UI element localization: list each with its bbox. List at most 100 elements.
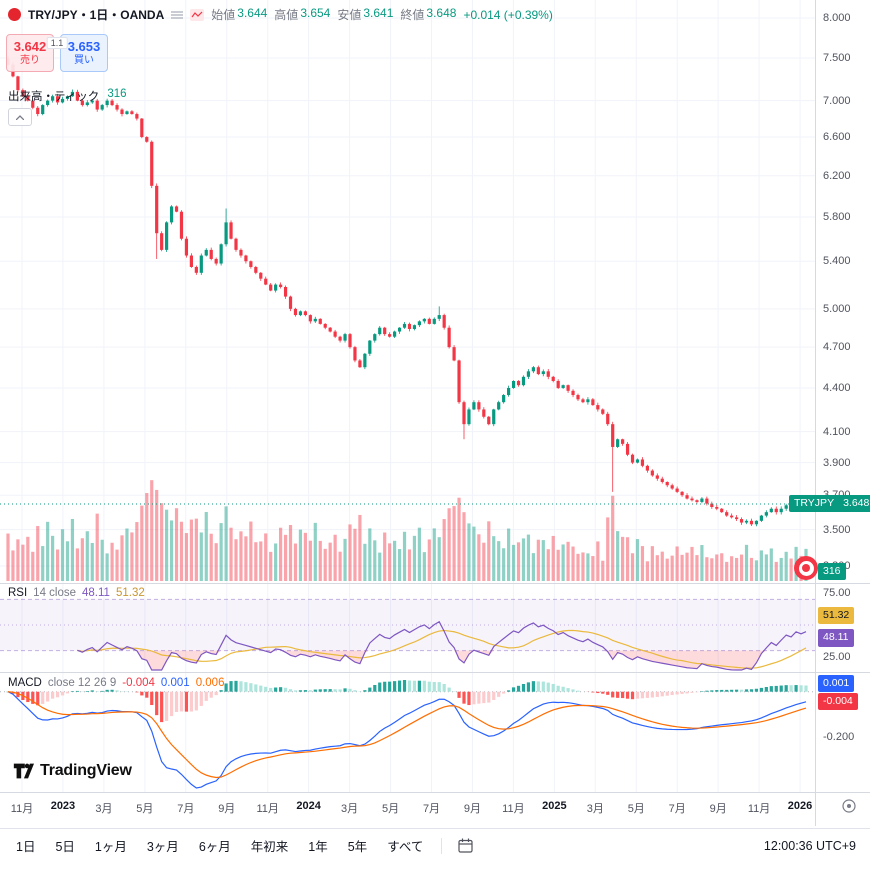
time-axis-label: 2023 [50, 800, 76, 812]
range-toolbar: 1日 5日 1ヶ月 3ヶ月 6ヶ月 年初来 1年 5年 すべて 12:00:36 UTC+9 [0, 828, 870, 862]
price-badge-symbol: TRYJPY [794, 496, 835, 509]
volume-legend: 出来高・ティック 316 [8, 88, 127, 104]
range-buttons: 1日 5日 1ヶ月 3ヶ月 6ヶ月 年初来 1年 5年 すべて [14, 833, 425, 858]
macd-hist-badge: -0.004 [818, 692, 858, 710]
trading-panel-icon[interactable] [190, 8, 205, 21]
price-axis-tick: 4.400 [823, 381, 851, 394]
ohlc-open: 始値 3.644 [211, 6, 268, 22]
macd-legend: MACD close 12 26 9 -0.004 0.001 0.006 [8, 677, 224, 689]
ohlc-high: 高値 3.654 [274, 6, 331, 22]
time-axis-label: 11月 [502, 803, 525, 815]
macd-params: close 12 26 9 [47, 677, 117, 689]
time-axis-label: 5月 [136, 803, 154, 815]
price-axis-tick: 7.500 [823, 51, 851, 64]
range-button-5日[interactable]: 5日 [53, 833, 76, 858]
time-axis-settings-icon[interactable] [841, 798, 857, 819]
legend-menu-icon[interactable] [171, 10, 184, 20]
spread-value: 1.1 [46, 37, 68, 49]
price-axis-tick: 5.000 [823, 302, 851, 315]
volume-badge: 316 [818, 563, 846, 581]
price-axis-tick: 6.200 [823, 169, 851, 182]
rsi-ma-badge: 51.32 [818, 607, 855, 625]
price-axis-tick: 5.400 [823, 255, 851, 268]
time-axis[interactable]: 11月 2023 3月 5月 7月 9月 11月 2024 3月 5月 7月 9月 11月 2025 3月 5… [0, 792, 870, 826]
rsi-value: 48.11 [82, 587, 110, 599]
time-axis-label: 7月 [422, 803, 441, 815]
tradingview-logo[interactable]: TradingView [12, 760, 132, 782]
time-axis-label: 7月 [177, 803, 195, 815]
macd-line-value: 0.001 [160, 677, 190, 689]
range-button-1年[interactable]: 1年 [306, 833, 329, 858]
rsi-title[interactable]: RSI [8, 587, 28, 599]
range-button-1ヶ月[interactable]: 1ヶ月 [93, 833, 129, 858]
time-axis-label: 2025 [542, 800, 567, 812]
rsi-params: 14 close [33, 587, 77, 599]
macd-signal-value: 0.006 [195, 677, 225, 689]
change-value: +0.014 (+0.39%) [463, 7, 553, 22]
time-axis-label: 3月 [586, 803, 604, 815]
symbol-title[interactable]: TRY/JPY・1日・OANDA [28, 8, 165, 22]
time-axis-label: 9月 [709, 803, 727, 815]
range-button-すべて[interactable]: すべて [385, 833, 425, 858]
time-axis-label: 11月 [10, 803, 34, 815]
time-axis-label: 3月 [341, 803, 359, 815]
current-price-badge[interactable]: TRYJPY 3.648 [789, 494, 870, 513]
time-axis-label: 3月 [95, 803, 113, 815]
record-dot-icon [802, 564, 810, 572]
record-indicator[interactable] [794, 556, 818, 580]
goto-date-icon[interactable] [458, 838, 473, 853]
time-axis-label: 11月 [256, 803, 279, 815]
price-axis-tick: 4.100 [823, 425, 851, 438]
price-axis-tick: 6.600 [823, 131, 851, 144]
symbol-legend: TRY/JPY・1日・OANDA 始値 3.644 高値 3.654 安値 3.641… [8, 6, 553, 23]
time-axis-label: 9月 [463, 803, 481, 815]
rsi-badge: 48.11 [818, 629, 854, 647]
buy-price: 3.653 [67, 38, 101, 54]
range-button-6ヶ月[interactable]: 6ヶ月 [197, 833, 233, 858]
time-axis-label: 2024 [296, 800, 321, 812]
rsi-ma-value: 51.32 [115, 587, 145, 599]
sell-label: 売り [20, 54, 40, 66]
legend-collapse-button[interactable] [8, 108, 32, 126]
macd-hist-value: -0.004 [122, 677, 155, 689]
macd-line-badge: 0.001 [818, 674, 855, 692]
rsi-axis-tick: 75.00 [823, 587, 851, 599]
rsi-axis-tick: 25.00 [823, 651, 851, 663]
macd-axis-tick: -0.200 [823, 730, 855, 743]
buy-button[interactable]: 3.653 買い [60, 34, 108, 72]
sell-button[interactable]: 3.642 売り [6, 34, 54, 72]
volume-label[interactable]: 出来高・ティック [8, 91, 100, 103]
macd-title[interactable]: MACD [8, 677, 42, 689]
chart-canvas[interactable] [0, 0, 870, 826]
ohlc-low: 安値 3.641 [337, 6, 394, 22]
trade-widget: 3.642 売り 3.653 買い 1.1 [6, 34, 108, 72]
range-button-5年[interactable]: 5年 [346, 833, 369, 858]
price-axis-tick: 3.900 [823, 456, 851, 469]
brand-name: TradingView [40, 762, 132, 779]
price-axis-tick: 4.700 [823, 341, 851, 354]
range-button-1日[interactable]: 1日 [14, 833, 37, 858]
price-badge-value: 3.648 [843, 496, 870, 509]
range-button-3ヶ月[interactable]: 3ヶ月 [145, 833, 181, 858]
price-axis-tick: 5.800 [823, 211, 851, 223]
time-axis-label: 2026 [787, 800, 813, 812]
price-axis-tick: 7.000 [823, 94, 851, 107]
time-axis-label: 11月 [747, 803, 771, 815]
symbol-logo-icon [8, 8, 21, 21]
rsi-legend: RSI 14 close 48.11 51.32 [8, 587, 145, 599]
price-axis-tick: 8.000 [823, 12, 851, 24]
range-button-年初来[interactable]: 年初来 [249, 833, 291, 858]
time-axis-label: 7月 [668, 803, 686, 815]
clock[interactable]: 12:00:36 UTC+9 [763, 838, 856, 853]
time-axis-label: 5月 [627, 803, 645, 815]
time-axis-label: 5月 [381, 803, 400, 815]
buy-label: 買い [74, 54, 94, 66]
time-axis-label: 9月 [218, 803, 236, 815]
tradingview-mark-icon [13, 763, 34, 779]
sell-price: 3.642 [13, 38, 47, 54]
volume-value: 316 [107, 88, 127, 100]
toolbar-divider [441, 837, 443, 854]
price-axis-tick: 3.500 [823, 523, 851, 536]
record-ring [798, 560, 814, 576]
